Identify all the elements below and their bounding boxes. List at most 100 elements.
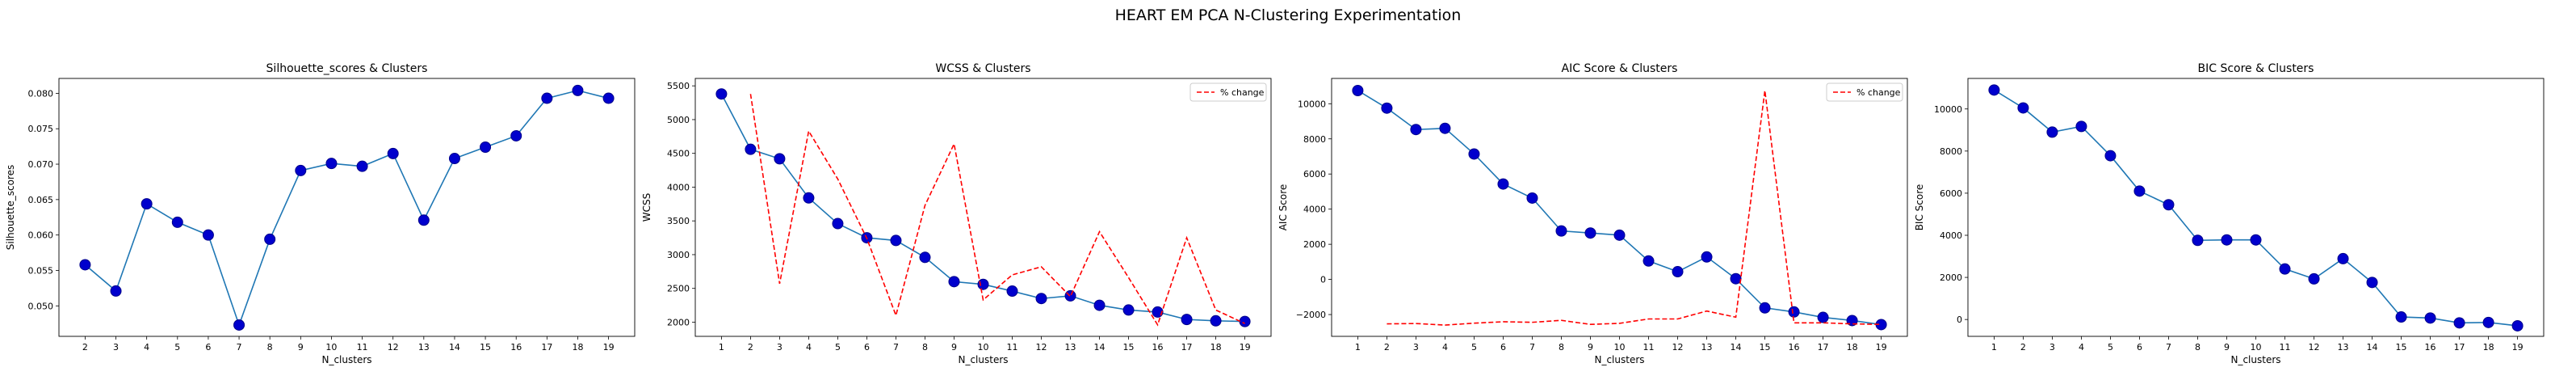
data-point [1468, 148, 1480, 160]
legend-label: % change [1856, 87, 1901, 98]
axes-frame [1331, 78, 1908, 337]
x-tick-label: 13 [1701, 342, 1713, 353]
data-point [2424, 312, 2436, 324]
data-point [1643, 255, 1655, 267]
data-point [2482, 316, 2494, 328]
data-point [2337, 252, 2349, 264]
x-tick-label: 11 [2280, 342, 2291, 353]
y-tick-label: 2500 [667, 284, 690, 294]
x-tick-label: 4 [2079, 342, 2084, 353]
y-tick-label: 5500 [667, 81, 690, 91]
x-tick-label: 4 [144, 342, 149, 353]
y-tick-label: 8000 [1303, 134, 1326, 145]
legend: % change [1189, 82, 1267, 102]
x-tick-label: 18 [1847, 342, 1858, 353]
data-point [295, 164, 307, 176]
x-tick-label: 13 [418, 342, 430, 353]
x-tick-label: 16 [510, 342, 522, 353]
y-tick-label: 10000 [1934, 104, 1962, 115]
data-point [2511, 319, 2524, 331]
x-tick-label: 14 [1731, 342, 1742, 353]
data-point [1526, 192, 1538, 204]
data-point [977, 278, 989, 290]
data-point [1759, 302, 1771, 314]
x-tick-label: 14 [1094, 342, 1105, 353]
x-tick-label: 15 [1760, 342, 1771, 353]
data-point [2250, 234, 2262, 246]
data-point [2279, 263, 2291, 275]
x-tick-label: 5 [835, 342, 841, 353]
y-axis-label: AIC Score [1278, 184, 1289, 231]
data-point [1381, 102, 1393, 114]
x-tick-label: 13 [2338, 342, 2349, 353]
x-tick-label: 5 [174, 342, 180, 353]
data-point [1988, 84, 2000, 96]
x-tick-label: 7 [2166, 342, 2171, 353]
data-point [387, 147, 399, 159]
data-point [1093, 299, 1105, 311]
data-point [1239, 315, 1251, 327]
x-tick-label: 6 [205, 342, 211, 353]
data-point [832, 217, 844, 230]
x-tick-label: 14 [449, 342, 460, 353]
data-point [1122, 304, 1135, 316]
x-tick-label: 9 [1588, 342, 1593, 353]
data-point [1497, 178, 1509, 190]
x-tick-label: 15 [2396, 342, 2407, 353]
data-point [202, 229, 214, 241]
x-tick-label: 3 [1413, 342, 1419, 353]
data-point [948, 276, 960, 288]
x-tick-label: 16 [1152, 342, 1164, 353]
x-tick-label: 10 [978, 342, 989, 353]
x-tick-label: 8 [2195, 342, 2201, 353]
x-tick-label: 10 [1614, 342, 1626, 353]
x-tick-label: 3 [777, 342, 782, 353]
y-tick-label: 4000 [1303, 205, 1326, 215]
y-axis-label: WCSS [641, 193, 652, 222]
x-tick-label: 17 [2454, 342, 2465, 353]
y-tick-label: 2000 [1940, 272, 1962, 283]
y-tick-label: 0 [1320, 275, 1326, 285]
x-tick-label: 19 [603, 342, 615, 353]
x-tick-label: 9 [298, 342, 304, 353]
data-point [417, 214, 430, 226]
data-point [541, 92, 553, 104]
data-point [1006, 285, 1018, 298]
data-point [1152, 306, 1164, 318]
data-point [572, 84, 584, 96]
data-point [2046, 126, 2058, 138]
data-point [2395, 311, 2407, 323]
x-tick-label: 8 [267, 342, 273, 353]
legend-box [1189, 82, 1267, 102]
data-point [510, 129, 522, 141]
x-tick-label: 11 [357, 342, 368, 353]
data-point [774, 153, 786, 165]
chart-title: Silhouette_scores & Clusters [266, 62, 428, 75]
data-point [1181, 314, 1193, 326]
x-tick-label: 6 [1500, 342, 1506, 353]
data-point [602, 92, 615, 104]
y-tick-label: 4000 [667, 182, 690, 192]
y-tick-label: 0.075 [28, 124, 54, 134]
series-line [84, 90, 609, 327]
x-axis-label: N_clusters [958, 354, 1008, 365]
x-tick-label: 19 [2512, 342, 2524, 353]
x-tick-label: 8 [922, 342, 928, 353]
data-point [1555, 225, 1567, 237]
data-point [233, 319, 245, 331]
chart-panel-1: Silhouette_scores & Clusters 2 3 4 5 6 7 8 9 10 11… [5, 62, 636, 365]
x-tick-label: 1 [1355, 342, 1361, 353]
chart-title: WCSS & Clusters [935, 62, 1030, 75]
x-tick-label: 5 [2108, 342, 2113, 353]
x-tick-label: 3 [113, 342, 119, 353]
y-axis-label: Silhouette_scores [5, 165, 16, 251]
x-tick-label: 8 [1559, 342, 1564, 353]
data-point [919, 251, 931, 264]
data-point [325, 158, 338, 170]
y-tick-label: −2000 [1296, 310, 1326, 320]
data-point [2308, 272, 2320, 285]
data-point [141, 198, 153, 210]
y-tick-label: 0.065 [28, 195, 54, 205]
y-tick-label: 0.050 [28, 301, 54, 311]
